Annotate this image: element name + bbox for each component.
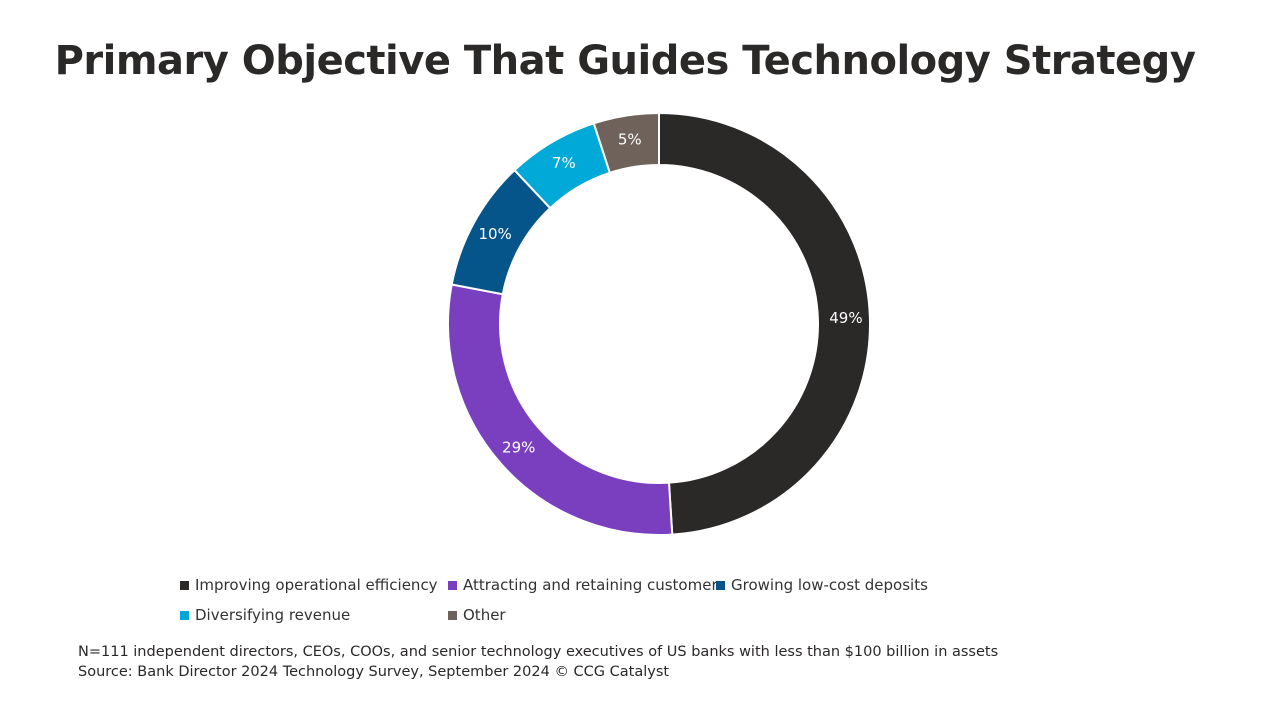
legend-label: Improving operational efficiency xyxy=(195,576,438,594)
donut-slice xyxy=(592,111,660,175)
legend-item: Other xyxy=(448,606,506,624)
legend-item: Improving operational efficiency xyxy=(180,576,438,594)
legend-item: Diversifying revenue xyxy=(180,606,350,624)
legend-item: Growing low-cost deposits xyxy=(716,576,928,594)
legend-swatch xyxy=(716,580,725,590)
legend-item: Attracting and retaining customers xyxy=(448,576,725,594)
data-label: 10% xyxy=(478,225,511,243)
donut-slice xyxy=(658,111,871,536)
chart-title: Primary Objective That Guides Technology… xyxy=(54,38,1196,84)
legend-label: Diversifying revenue xyxy=(195,606,351,624)
legend-label: Growing low-cost deposits xyxy=(731,576,928,594)
legend-swatch xyxy=(180,610,189,620)
data-label: 5% xyxy=(618,130,642,148)
donut-slice xyxy=(447,283,674,536)
legend-swatch xyxy=(180,580,189,590)
legend-swatch xyxy=(448,580,457,590)
legend-swatch xyxy=(448,610,457,620)
sample-note: N=111 independent directors, CEOs, COOs,… xyxy=(78,644,999,660)
legend-label: Attracting and retaining customers xyxy=(463,576,726,594)
data-label: 29% xyxy=(502,439,535,457)
footnotes: N=111 independent directors, CEOs, COOs,… xyxy=(78,642,998,682)
data-label: 7% xyxy=(552,154,576,172)
data-label: 49% xyxy=(829,309,862,327)
source-note: Source: Bank Director 2024 Technology Su… xyxy=(78,664,670,680)
legend-label: Other xyxy=(463,606,506,624)
